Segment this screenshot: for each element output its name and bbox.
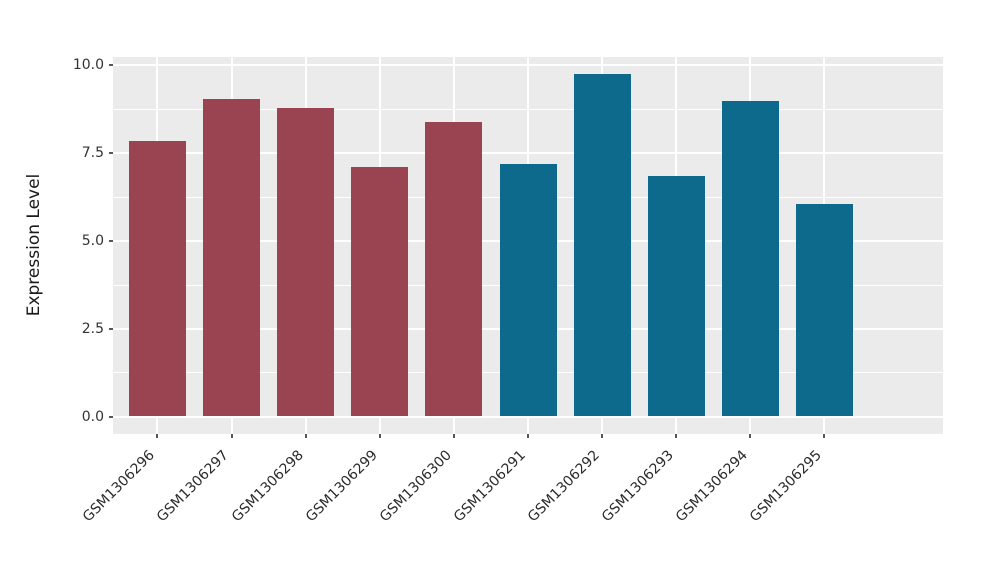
y-tick-mark	[109, 415, 113, 418]
bar-GSM1306293	[647, 176, 705, 416]
x-tick-mark	[823, 434, 826, 438]
bar-GSM1306294	[721, 100, 779, 416]
bar-GSM1306299	[351, 167, 409, 416]
y-tick-label: 0.0	[81, 408, 104, 425]
y-tick-mark	[109, 64, 113, 67]
x-tick-mark	[378, 434, 381, 438]
y-tick-label: 5.0	[81, 233, 104, 250]
y-tick-label: 2.5	[81, 320, 104, 337]
x-tick-mark	[675, 434, 678, 438]
y-tick-label: 10.0	[72, 57, 104, 74]
y-tick-label: 7.5	[81, 145, 104, 162]
x-tick-mark	[749, 434, 752, 438]
y-tick-mark	[109, 240, 113, 243]
x-tick-mark	[230, 434, 233, 438]
bar-GSM1306296	[128, 140, 186, 416]
x-tick-mark	[156, 434, 159, 438]
y-tick-mark	[109, 327, 113, 330]
x-tick-mark	[527, 434, 529, 438]
y-tick-mark	[109, 152, 113, 155]
x-tick-mark	[452, 434, 455, 438]
x-tick-label: GSM1306295	[579, 443, 825, 525]
x-tick-mark	[304, 434, 307, 438]
plot-panel	[113, 57, 943, 434]
bar-GSM1306295	[795, 204, 853, 416]
bar-GSM1306291	[499, 163, 557, 416]
bar-GSM1306298	[277, 107, 335, 416]
x-tick-label-text: GSM1306295	[747, 447, 826, 526]
bar-GSM1306300	[425, 121, 483, 416]
bar-GSM1306292	[573, 74, 631, 416]
bar-GSM1306297	[203, 98, 261, 416]
x-tick-mark	[601, 434, 604, 438]
